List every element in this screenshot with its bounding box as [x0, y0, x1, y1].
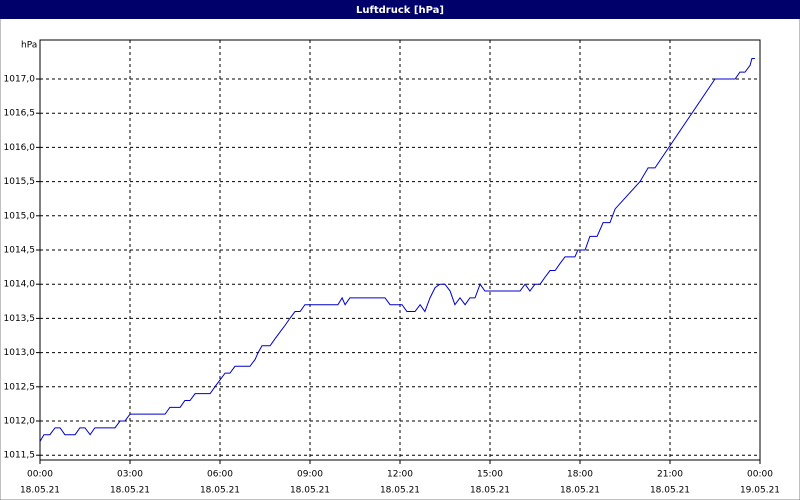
x-tick-date: 18.05.21 — [290, 486, 330, 496]
y-tick-label: 1013,0 — [4, 348, 36, 358]
x-tick-label: 00:00 — [27, 470, 53, 480]
x-tick-label: 12:00 — [387, 470, 413, 480]
x-tick-label: 15:00 — [477, 470, 503, 480]
x-tick-date: 18.05.21 — [560, 486, 600, 496]
x-tick-date: 18.05.21 — [200, 486, 240, 496]
y-tick-label: 1015,0 — [4, 211, 36, 221]
y-tick-label: 1013,5 — [4, 314, 36, 324]
y-tick-label: 1017,0 — [4, 74, 36, 84]
y-tick-label: 1014,0 — [4, 280, 36, 290]
data-line — [39, 57, 755, 442]
x-tick-label: 21:00 — [657, 470, 683, 480]
x-tick-label: 03:00 — [117, 470, 143, 480]
y-tick-label: 1012,5 — [4, 382, 36, 392]
chart-title: Luftdruck [hPa] — [356, 5, 444, 16]
y-tick-label: 1015,5 — [4, 177, 36, 187]
x-tick-label: 18:00 — [567, 470, 593, 480]
y-tick-label: 1014,5 — [4, 246, 36, 256]
y-unit-label: hPa — [21, 41, 37, 51]
x-tick-date: 18.05.21 — [20, 486, 60, 496]
x-tick-date: 19.05.21 — [740, 486, 780, 496]
x-tick-date: 18.05.21 — [110, 486, 150, 496]
x-tick-date: 18.05.21 — [470, 486, 510, 496]
x-tick-label: 06:00 — [207, 470, 233, 480]
x-tick-label: 09:00 — [297, 470, 323, 480]
y-tick-label: 1011,5 — [4, 451, 36, 461]
title-bar — [0, 0, 800, 19]
x-tick-date: 18.05.21 — [650, 486, 690, 496]
y-tick-label: 1016,0 — [4, 143, 36, 153]
x-tick-date: 18.05.21 — [380, 486, 420, 496]
y-tick-label: 1016,5 — [4, 109, 36, 119]
y-tick-label: 1012,0 — [4, 417, 36, 427]
x-tick-label: 00:00 — [747, 470, 773, 480]
